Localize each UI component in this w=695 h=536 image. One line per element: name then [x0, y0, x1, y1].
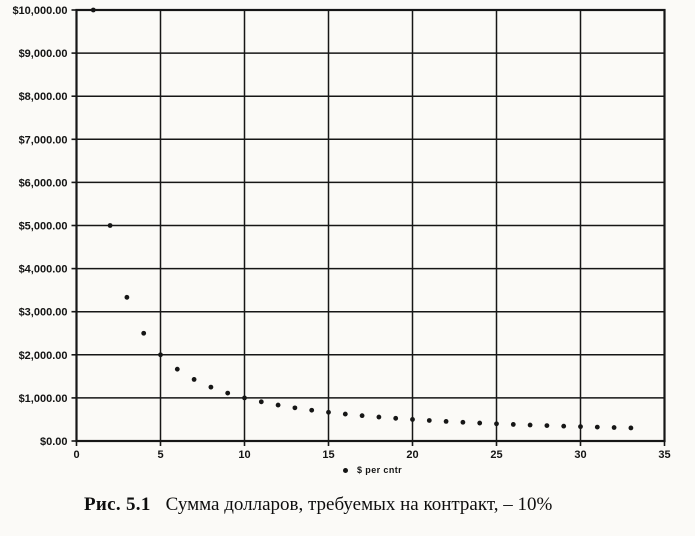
data-point [494, 421, 499, 427]
data-point [460, 419, 466, 425]
x-tick-label: 35 [658, 449, 670, 461]
x-tick-label: 25 [490, 449, 502, 461]
data-point [611, 425, 617, 430]
y-tick-label: $9,000.00 [19, 48, 68, 60]
x-axis-labels: 0 5 10 15 20 25 30 35 [73, 449, 670, 461]
data-point [561, 423, 567, 429]
data-point [242, 395, 247, 401]
data-point [426, 418, 432, 423]
dollars-per-contract-scatter-plot: $0.00 $1,000.00 $2,000.00 $3,000.00 $4,000.0… [12, 5, 670, 461]
dot-marker-icon [343, 467, 348, 473]
x-tick-label: 5 [157, 449, 163, 461]
y-tick-label: $6,000.00 [19, 177, 68, 189]
y-tick-label: $2,000.00 [19, 350, 68, 362]
data-point [477, 420, 483, 426]
data-point [90, 7, 96, 13]
figure-caption-text: Сумма долларов, требуемых на контракт, –… [165, 494, 553, 515]
x-tick-label: 20 [406, 449, 418, 461]
data-point [578, 424, 583, 430]
axis-ticks [71, 9, 666, 446]
data-point [292, 405, 298, 411]
y-tick-label: $1,000.00 [19, 393, 68, 405]
y-axis-labels: $0.00 $1,000.00 $2,000.00 $3,000.00 $4,000.0… [12, 5, 67, 448]
x-tick-label: 30 [574, 449, 586, 461]
data-point [359, 413, 365, 419]
data-point [443, 419, 449, 424]
data-point [376, 414, 382, 420]
y-tick-label: $10,000.00 [12, 5, 67, 17]
data-point [342, 411, 348, 417]
y-tick-label: $7,000.00 [19, 134, 68, 146]
data-point [628, 425, 634, 431]
data-point [544, 423, 550, 429]
figure-caption: Рис. 5.1 Сумма долларов, требуемых на кон… [84, 494, 552, 516]
data-point [141, 330, 147, 336]
data-points [90, 7, 634, 431]
y-tick-label: $5,000.00 [19, 221, 68, 233]
x-tick-label: 15 [322, 449, 334, 461]
data-point [107, 223, 113, 228]
y-tick-label: $4,000.00 [19, 264, 68, 276]
y-tick-label: $0.00 [40, 436, 68, 448]
legend-series-label: $ per cntr [357, 465, 403, 475]
data-point [510, 422, 516, 427]
y-tick-label: $8,000.00 [19, 91, 68, 103]
data-point [124, 294, 130, 300]
x-tick-label: 10 [238, 449, 250, 461]
data-point [208, 384, 214, 390]
data-point [594, 424, 600, 430]
data-point [258, 399, 264, 405]
data-point [309, 407, 315, 413]
data-point [225, 390, 231, 396]
data-point [191, 377, 197, 382]
data-point [158, 352, 163, 358]
data-point [275, 402, 281, 408]
chart-legend: $ per cntr [343, 465, 402, 475]
y-tick-label: $3,000.00 [19, 307, 68, 319]
x-tick-label: 0 [73, 449, 79, 461]
data-point [527, 422, 533, 428]
data-point [393, 415, 399, 421]
data-point [326, 409, 331, 415]
figure-number: Рис. 5.1 [84, 494, 151, 515]
data-point [410, 417, 415, 422]
gridlines [75, 9, 666, 442]
data-point [174, 366, 180, 372]
